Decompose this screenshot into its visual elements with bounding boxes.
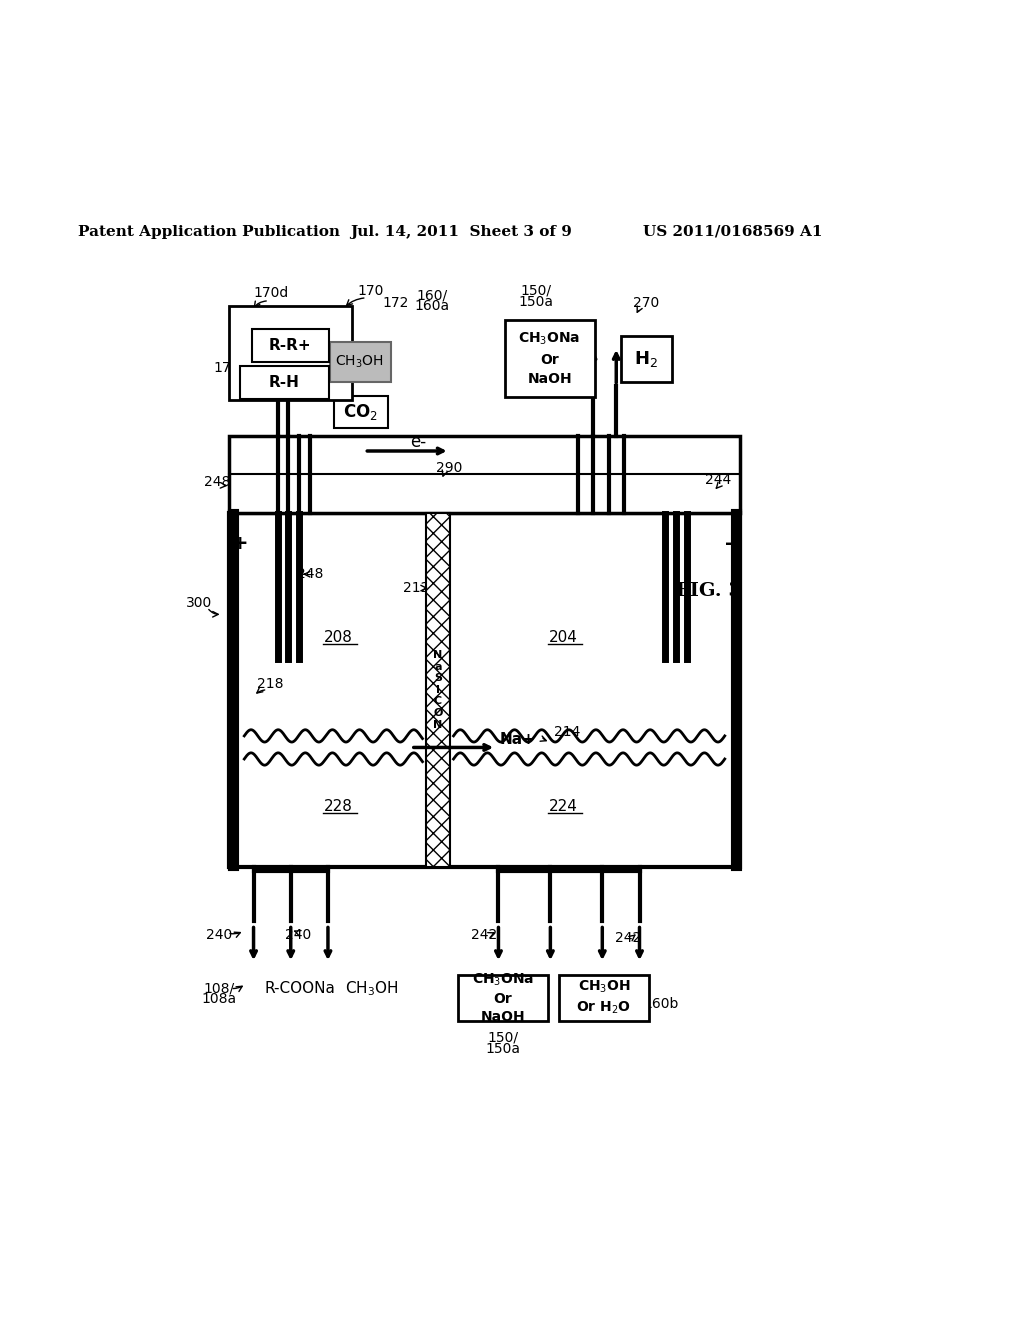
Text: 248: 248 (204, 475, 230, 488)
Text: 170: 170 (357, 284, 384, 298)
Bar (426, 512, 450, 867)
Text: 240: 240 (286, 928, 311, 941)
FancyBboxPatch shape (330, 342, 391, 381)
FancyBboxPatch shape (228, 306, 352, 400)
Text: 218: 218 (257, 677, 283, 690)
Text: CH$_3$OH: CH$_3$OH (345, 979, 399, 998)
Text: CH$_3$OH
Or H$_2$O: CH$_3$OH Or H$_2$O (577, 979, 632, 1016)
Text: CO$_2$: CO$_2$ (343, 401, 378, 421)
Text: 160a: 160a (415, 300, 450, 313)
Text: 242: 242 (614, 931, 641, 945)
Bar (228, 436, 740, 512)
Text: 228: 228 (325, 799, 353, 814)
Text: US 2011/0168569 A1: US 2011/0168569 A1 (643, 224, 822, 239)
Text: 270: 270 (633, 296, 658, 310)
Text: CH$_3$ONa
Or
NaOH: CH$_3$ONa Or NaOH (518, 331, 581, 387)
Text: 150a: 150a (519, 294, 554, 309)
Text: CH$_3$OH: CH$_3$OH (335, 354, 384, 370)
Text: 172: 172 (382, 296, 409, 310)
Text: N
a
S
I
C
O
N: N a S I C O N (433, 649, 442, 730)
Text: H$_2$: H$_2$ (635, 348, 658, 368)
Text: 108a: 108a (202, 993, 237, 1006)
FancyBboxPatch shape (559, 974, 649, 1020)
Text: 242: 242 (471, 928, 498, 941)
Text: 108/: 108/ (204, 982, 236, 995)
Text: 290: 290 (436, 461, 463, 475)
FancyBboxPatch shape (241, 367, 329, 399)
Text: Jul. 14, 2011  Sheet 3 of 9: Jul. 14, 2011 Sheet 3 of 9 (350, 224, 572, 239)
Text: 150a: 150a (485, 1041, 520, 1056)
Text: -: - (725, 533, 732, 553)
Text: R-COONa: R-COONa (264, 981, 336, 997)
FancyBboxPatch shape (621, 335, 672, 381)
Text: 150/: 150/ (521, 284, 552, 298)
Text: FIG. 3: FIG. 3 (676, 582, 742, 601)
Text: 244: 244 (706, 474, 732, 487)
Text: 240: 240 (206, 928, 232, 941)
Text: 160b: 160b (643, 997, 679, 1011)
Text: 170e: 170e (214, 360, 249, 375)
FancyBboxPatch shape (334, 396, 388, 428)
Text: 248: 248 (297, 568, 324, 581)
Text: 300: 300 (186, 597, 212, 610)
Text: Na+: Na+ (500, 733, 536, 747)
Text: Patent Application Publication: Patent Application Publication (79, 224, 340, 239)
Text: 208: 208 (325, 630, 353, 645)
FancyBboxPatch shape (505, 321, 595, 397)
Text: 204: 204 (549, 630, 578, 645)
Text: R-H: R-H (269, 375, 300, 389)
FancyBboxPatch shape (252, 330, 329, 362)
Text: 170d: 170d (254, 286, 289, 300)
Text: R-R+: R-R+ (268, 338, 311, 352)
Text: 214: 214 (554, 725, 581, 739)
Text: 224: 224 (549, 799, 578, 814)
FancyBboxPatch shape (458, 974, 548, 1020)
Text: +: + (232, 533, 249, 553)
Bar (228, 512, 740, 867)
Text: 212: 212 (403, 581, 429, 595)
Text: 160/: 160/ (416, 289, 447, 302)
Text: 150/: 150/ (487, 1031, 518, 1044)
Text: e-: e- (411, 433, 427, 450)
Text: CH$_3$ONa
Or
NaOH: CH$_3$ONa Or NaOH (472, 972, 535, 1024)
